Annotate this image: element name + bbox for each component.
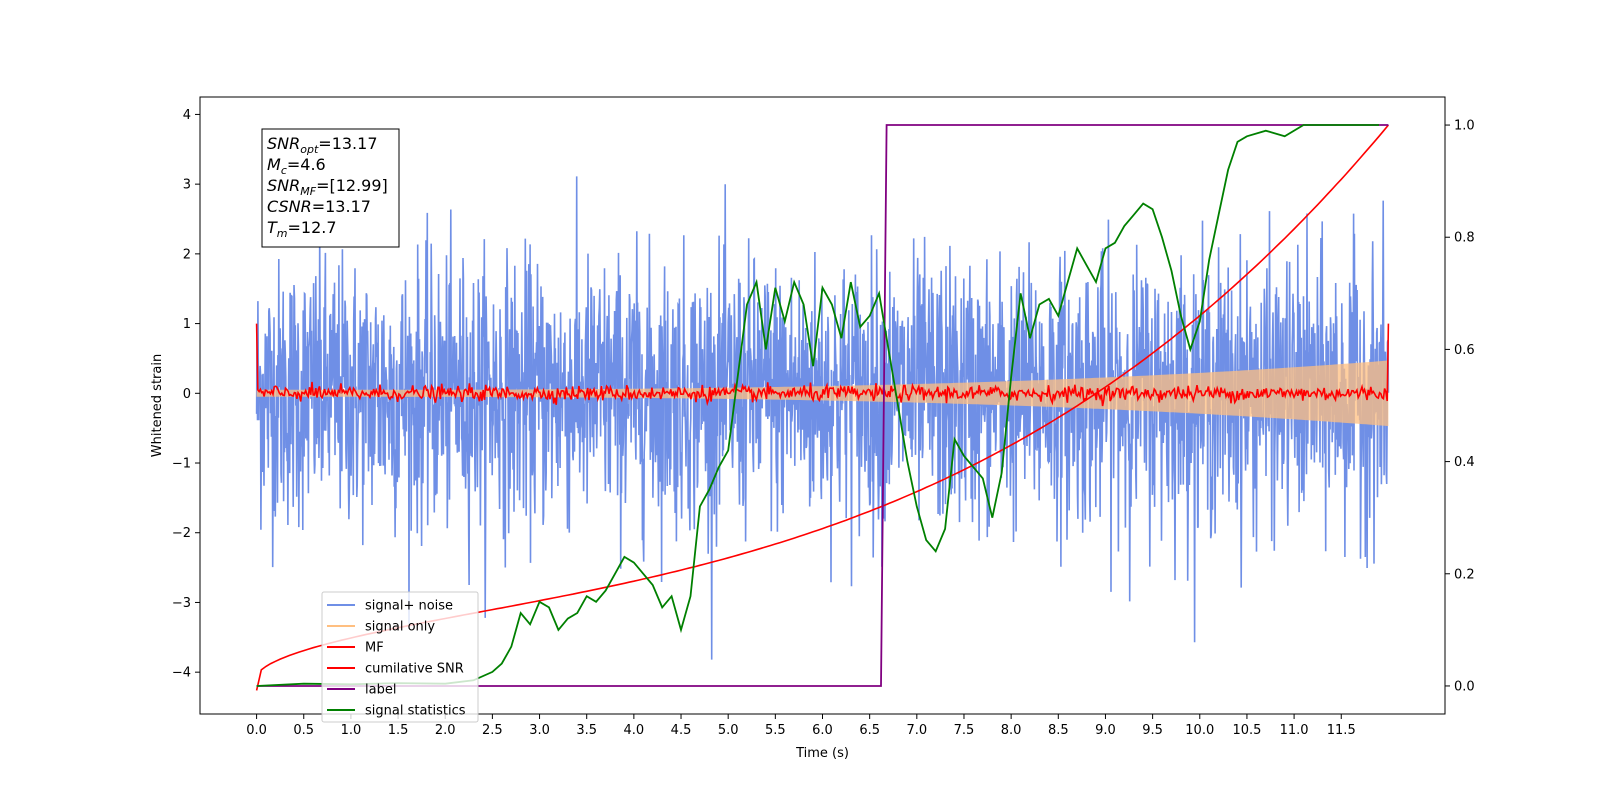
x-tick-label: 2.0	[435, 723, 456, 738]
x-axis-label: Time (s)	[795, 746, 849, 761]
series-mf	[255, 323, 1390, 407]
x-tick-label: 2.5	[482, 723, 503, 738]
x-tick-label: 10.5	[1232, 723, 1261, 738]
x-tick-label: 4.0	[624, 723, 645, 738]
x-tick-label: 5.5	[765, 723, 786, 738]
y-right-tick-label: 0.6	[1454, 343, 1475, 358]
y-tick-label: 4	[183, 108, 191, 123]
y-right-tick-label: 0.0	[1454, 679, 1475, 694]
legend-box	[321, 591, 479, 723]
x-tick-label: 9.5	[1142, 723, 1163, 738]
x-tick-label: 3.5	[576, 723, 597, 738]
y-tick-label: −3	[172, 596, 191, 611]
series-signal-statistics	[256, 124, 1379, 687]
x-tick-label: 0.0	[246, 723, 267, 738]
legend-entry: MF	[365, 641, 384, 656]
x-tick-label: 9.0	[1095, 723, 1116, 738]
legend-entry: signal+ noise	[365, 599, 453, 614]
y-right-tick-label: 1.0	[1454, 119, 1475, 134]
x-tick-label: 0.5	[293, 723, 314, 738]
info-line: SNRMF=[12.99]	[267, 176, 388, 198]
legend-entry: signal statistics	[365, 704, 466, 719]
x-tick-label: 10.0	[1185, 723, 1214, 738]
y-right-tick-label: 0.4	[1454, 455, 1475, 470]
y-tick-label: 1	[183, 317, 191, 332]
x-tick-label: 8.5	[1048, 723, 1069, 738]
x-tick-label: 5.0	[718, 723, 739, 738]
info-line: SNRopt=13.17	[267, 134, 378, 156]
x-tick-label: 7.0	[906, 723, 927, 738]
y-tick-label: −2	[172, 526, 191, 541]
y-tick-label: 0	[183, 387, 191, 402]
y-right-tick-label: 0.2	[1454, 567, 1475, 582]
x-tick-label: 11.0	[1280, 723, 1309, 738]
x-tick-label: 11.5	[1327, 723, 1356, 738]
y-axis-label: Whitened strain	[150, 354, 165, 457]
info-line: CSNR=13.17	[267, 197, 371, 216]
legend-entry: cumilative SNR	[365, 662, 464, 677]
y-tick-label: −1	[172, 457, 191, 472]
x-tick-label: 4.5	[671, 723, 692, 738]
x-tick-label: 8.0	[1001, 723, 1022, 738]
info-box	[261, 128, 400, 248]
x-tick-label: 7.5	[954, 723, 975, 738]
x-tick-label: 6.0	[812, 723, 833, 738]
info-line: Mc=4.6	[267, 155, 326, 177]
series-signal-noise	[255, 176, 1390, 660]
x-tick-label: 1.5	[388, 723, 409, 738]
y-tick-label: −4	[172, 666, 191, 681]
x-tick-label: 1.0	[341, 723, 362, 738]
x-tick-label: 6.5	[859, 723, 880, 738]
y-tick-label: 2	[183, 247, 191, 262]
x-tick-label: 3.0	[529, 723, 550, 738]
y-right-tick-label: 0.8	[1454, 231, 1475, 246]
legend-entry: label	[365, 683, 396, 698]
info-line: Tm=12.7	[267, 218, 337, 240]
series-label	[256, 124, 1389, 687]
y-tick-label: 3	[183, 178, 191, 193]
legend-entry: signal only	[365, 620, 435, 635]
